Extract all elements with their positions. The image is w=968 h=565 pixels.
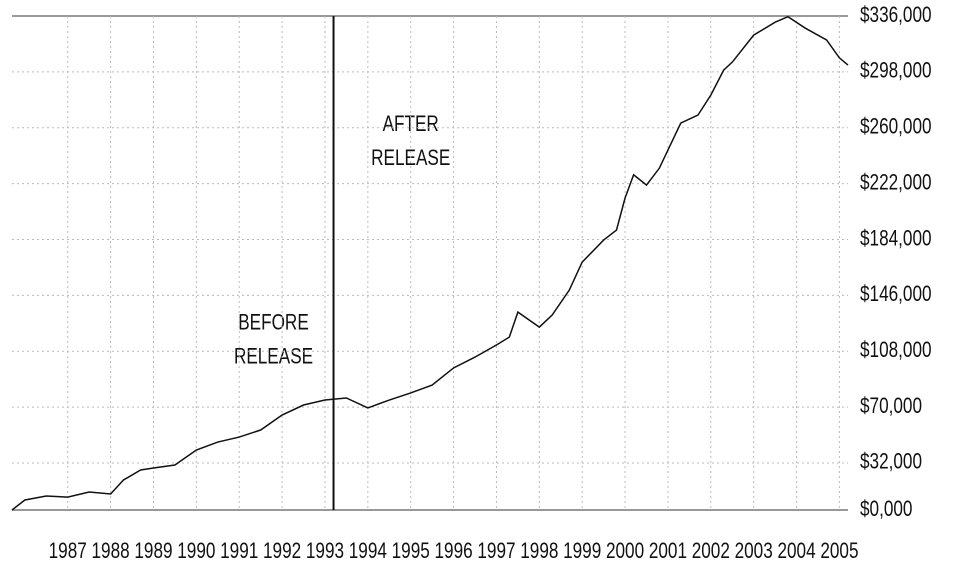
y-tick-label: $32,000	[860, 450, 922, 475]
x-tick-label: 1992	[263, 539, 301, 564]
x-tick-label: 1994	[349, 539, 387, 564]
x-tick-label: 1998	[520, 539, 558, 564]
x-tick-label: 1991	[220, 539, 258, 564]
x-tick-label: 1990	[177, 539, 215, 564]
x-tick-label: 1987	[49, 539, 87, 564]
x-tick-label: 1989	[134, 539, 172, 564]
y-tick-label: $108,000	[860, 338, 932, 363]
y-tick-label: $260,000	[860, 115, 932, 140]
x-tick-label: 1999	[563, 539, 601, 564]
y-tick-label: $0,000	[860, 497, 912, 522]
x-tick-label: 2000	[606, 539, 644, 564]
x-tick-label: 2001	[649, 539, 687, 564]
x-tick-label: 1993	[306, 539, 344, 564]
annotation: AFTER	[383, 112, 439, 137]
x-tick-label: 1997	[477, 539, 515, 564]
annotation: BEFORE	[238, 311, 309, 336]
x-tick-label: 1988	[92, 539, 130, 564]
annotation: RELEASE	[234, 345, 313, 370]
y-tick-label: $222,000	[860, 170, 932, 195]
x-tick-label: 2004	[777, 539, 815, 564]
y-tick-label: $146,000	[860, 282, 932, 307]
y-tick-label: $184,000	[860, 226, 932, 251]
line-series	[11, 15, 849, 511]
x-tick-label: 2003	[735, 539, 773, 564]
labels: $0,000 $32,000 $70,000 $108,000 $146,000 $184…	[49, 3, 932, 564]
y-tick-label: $70,000	[860, 394, 922, 419]
x-tick-label: 2005	[820, 539, 858, 564]
x-tick-label: 1995	[392, 539, 430, 564]
y-tick-label: $298,000	[860, 59, 932, 84]
x-tick-label: 1996	[434, 539, 472, 564]
y-tick-label: $336,000	[860, 3, 932, 28]
x-tick-label: 2002	[692, 539, 730, 564]
